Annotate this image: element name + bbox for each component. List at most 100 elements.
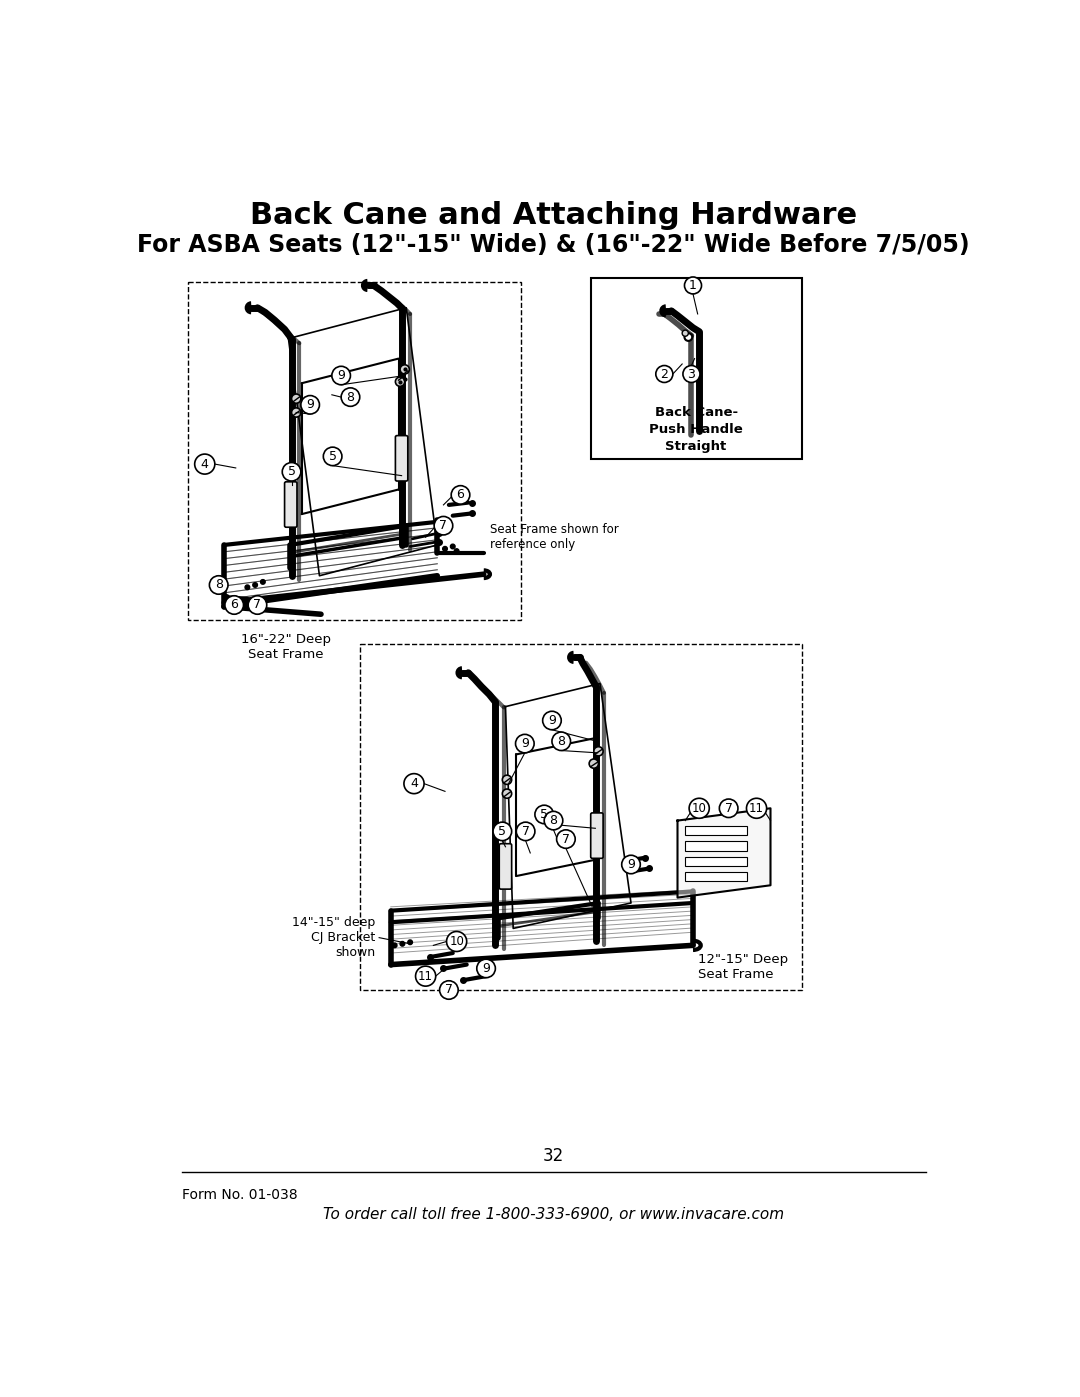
Text: 8: 8: [557, 735, 565, 747]
Circle shape: [746, 798, 767, 819]
Text: 10: 10: [692, 802, 706, 814]
Text: 4: 4: [410, 777, 418, 791]
Circle shape: [225, 595, 243, 615]
Circle shape: [395, 377, 405, 387]
Bar: [685, 841, 747, 851]
Circle shape: [689, 798, 710, 819]
Circle shape: [502, 775, 512, 784]
Circle shape: [301, 395, 320, 414]
Text: 9: 9: [307, 398, 314, 411]
Circle shape: [494, 823, 512, 841]
Text: 8: 8: [347, 391, 354, 404]
Circle shape: [685, 334, 692, 341]
Circle shape: [516, 823, 535, 841]
Circle shape: [194, 454, 215, 474]
Bar: [591, 278, 801, 458]
Text: 32: 32: [543, 1147, 564, 1165]
Circle shape: [556, 830, 576, 848]
Text: Seat Frame shown for
reference only: Seat Frame shown for reference only: [490, 524, 619, 552]
Text: 16"-22" Deep
Seat Frame: 16"-22" Deep Seat Frame: [241, 633, 332, 662]
Circle shape: [253, 583, 257, 587]
Text: 12"-15" Deep
Seat Frame: 12"-15" Deep Seat Frame: [698, 953, 787, 981]
Circle shape: [502, 789, 512, 798]
Circle shape: [451, 486, 470, 504]
Circle shape: [400, 942, 405, 946]
Text: 2: 2: [660, 367, 669, 380]
Circle shape: [656, 366, 673, 383]
Circle shape: [443, 546, 447, 550]
FancyBboxPatch shape: [284, 482, 297, 527]
Text: For ASBA Seats (12"-15" Wide) & (16"-22" Wide Before 7/5/05): For ASBA Seats (12"-15" Wide) & (16"-22"…: [137, 233, 970, 257]
Text: 5: 5: [540, 807, 549, 821]
Bar: [360, 644, 801, 990]
Circle shape: [544, 812, 563, 830]
Text: 7: 7: [254, 598, 261, 612]
Circle shape: [515, 735, 535, 753]
Circle shape: [622, 855, 640, 873]
Circle shape: [341, 388, 360, 407]
Bar: [685, 826, 747, 835]
Circle shape: [590, 759, 598, 768]
Circle shape: [552, 732, 570, 750]
Circle shape: [392, 943, 397, 947]
Bar: [685, 856, 747, 866]
Text: To order call toll free 1-800-333-6900, or www.invacare.com: To order call toll free 1-800-333-6900, …: [323, 1207, 784, 1222]
Text: Back Cane-
Push Handle
Straight: Back Cane- Push Handle Straight: [649, 407, 743, 453]
FancyBboxPatch shape: [499, 844, 512, 888]
Circle shape: [210, 576, 228, 594]
Circle shape: [542, 711, 562, 729]
FancyBboxPatch shape: [395, 436, 408, 481]
Text: 5: 5: [328, 450, 337, 462]
FancyBboxPatch shape: [591, 813, 603, 858]
Circle shape: [248, 595, 267, 615]
Text: 4: 4: [201, 458, 208, 471]
Bar: [188, 282, 521, 620]
Text: 14"-15" deep
CJ Bracket
shown: 14"-15" deep CJ Bracket shown: [292, 916, 375, 960]
Circle shape: [245, 585, 249, 590]
Circle shape: [404, 774, 424, 793]
Circle shape: [292, 408, 301, 418]
Circle shape: [440, 981, 458, 999]
Text: 9: 9: [337, 369, 346, 381]
Circle shape: [400, 365, 409, 374]
Circle shape: [450, 545, 455, 549]
Text: 7: 7: [522, 824, 529, 838]
Circle shape: [685, 277, 702, 293]
Text: 8: 8: [550, 814, 557, 827]
Circle shape: [535, 805, 554, 824]
Circle shape: [683, 330, 688, 337]
Circle shape: [332, 366, 350, 384]
Text: 6: 6: [457, 489, 464, 502]
Text: 7: 7: [440, 520, 447, 532]
Text: 9: 9: [521, 738, 529, 750]
Circle shape: [683, 366, 700, 383]
Bar: [685, 872, 747, 882]
Text: 3: 3: [688, 367, 696, 380]
Circle shape: [446, 932, 467, 951]
Text: Back Cane and Attaching Hardware: Back Cane and Attaching Hardware: [249, 201, 858, 231]
Circle shape: [282, 462, 301, 481]
Text: 8: 8: [215, 578, 222, 591]
Text: 5: 5: [498, 824, 507, 838]
Text: 11: 11: [750, 802, 764, 814]
Circle shape: [408, 940, 413, 944]
Text: 9: 9: [482, 963, 490, 975]
Text: 9: 9: [627, 858, 635, 870]
Text: 9: 9: [548, 714, 556, 726]
Text: 10: 10: [449, 935, 464, 949]
Circle shape: [719, 799, 738, 817]
Polygon shape: [677, 809, 770, 898]
Text: 1: 1: [689, 279, 697, 292]
Text: 7: 7: [725, 802, 732, 814]
Circle shape: [434, 517, 453, 535]
Circle shape: [455, 549, 459, 553]
Circle shape: [260, 580, 266, 584]
Text: Form No. 01-038: Form No. 01-038: [181, 1187, 297, 1201]
Text: 7: 7: [445, 983, 453, 996]
Circle shape: [476, 960, 496, 978]
Text: 7: 7: [562, 833, 570, 845]
Circle shape: [323, 447, 342, 465]
Text: 11: 11: [418, 970, 433, 982]
Circle shape: [416, 967, 435, 986]
Circle shape: [594, 746, 603, 756]
